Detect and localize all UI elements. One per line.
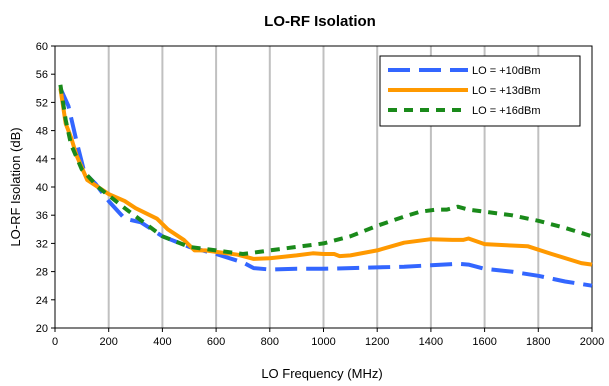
legend: LO = +10dBm LO = +13dBm LO = +16dBm (379, 55, 581, 127)
series-layer (58, 84, 593, 288)
x-axis-label: LO Frequency (MHz) (261, 366, 382, 381)
x-tick-label: 2000 (580, 336, 604, 348)
y-tick-label: 20 (36, 323, 48, 335)
x-tick-label: 1200 (365, 336, 389, 348)
y-tick-label: 32 (36, 238, 48, 250)
legend-label-1: LO = +10dBm (472, 65, 541, 77)
axis-ticks: 0 200 400 600 800 1000 1200 1400 1600 1800 2000 20 2… (36, 41, 604, 348)
x-tick-label: 1600 (472, 336, 496, 348)
x-tick-label: 1400 (419, 336, 443, 348)
y-tick-label: 36 (36, 210, 48, 222)
y-tick-label: 60 (36, 41, 48, 53)
x-tick-label: 1800 (526, 336, 550, 348)
y-tick-label: 40 (36, 182, 48, 194)
x-tick-label: 800 (261, 336, 279, 348)
x-tick-label: 600 (207, 336, 225, 348)
x-tick-label: 0 (52, 336, 58, 348)
y-tick-label: 24 (36, 295, 48, 307)
x-tick-label: 400 (153, 336, 171, 348)
chart-title: LO-RF Isolation (264, 13, 376, 30)
legend-label-3: LO = +16dBm (472, 105, 541, 117)
y-tick-label: 48 (36, 126, 48, 138)
y-tick-label: 44 (36, 154, 48, 166)
legend-label-2: LO = +13dBm (472, 85, 541, 97)
series-line-3 (58, 84, 593, 256)
y-axis-label: LO-RF Isolation (dB) (8, 127, 23, 246)
y-tick-label: 52 (36, 97, 48, 109)
x-tick-label: 200 (100, 336, 118, 348)
x-tick-label: 1000 (311, 336, 335, 348)
y-tick-label: 28 (36, 267, 48, 279)
series-line-2 (58, 88, 593, 267)
y-tick-label: 56 (36, 69, 48, 81)
